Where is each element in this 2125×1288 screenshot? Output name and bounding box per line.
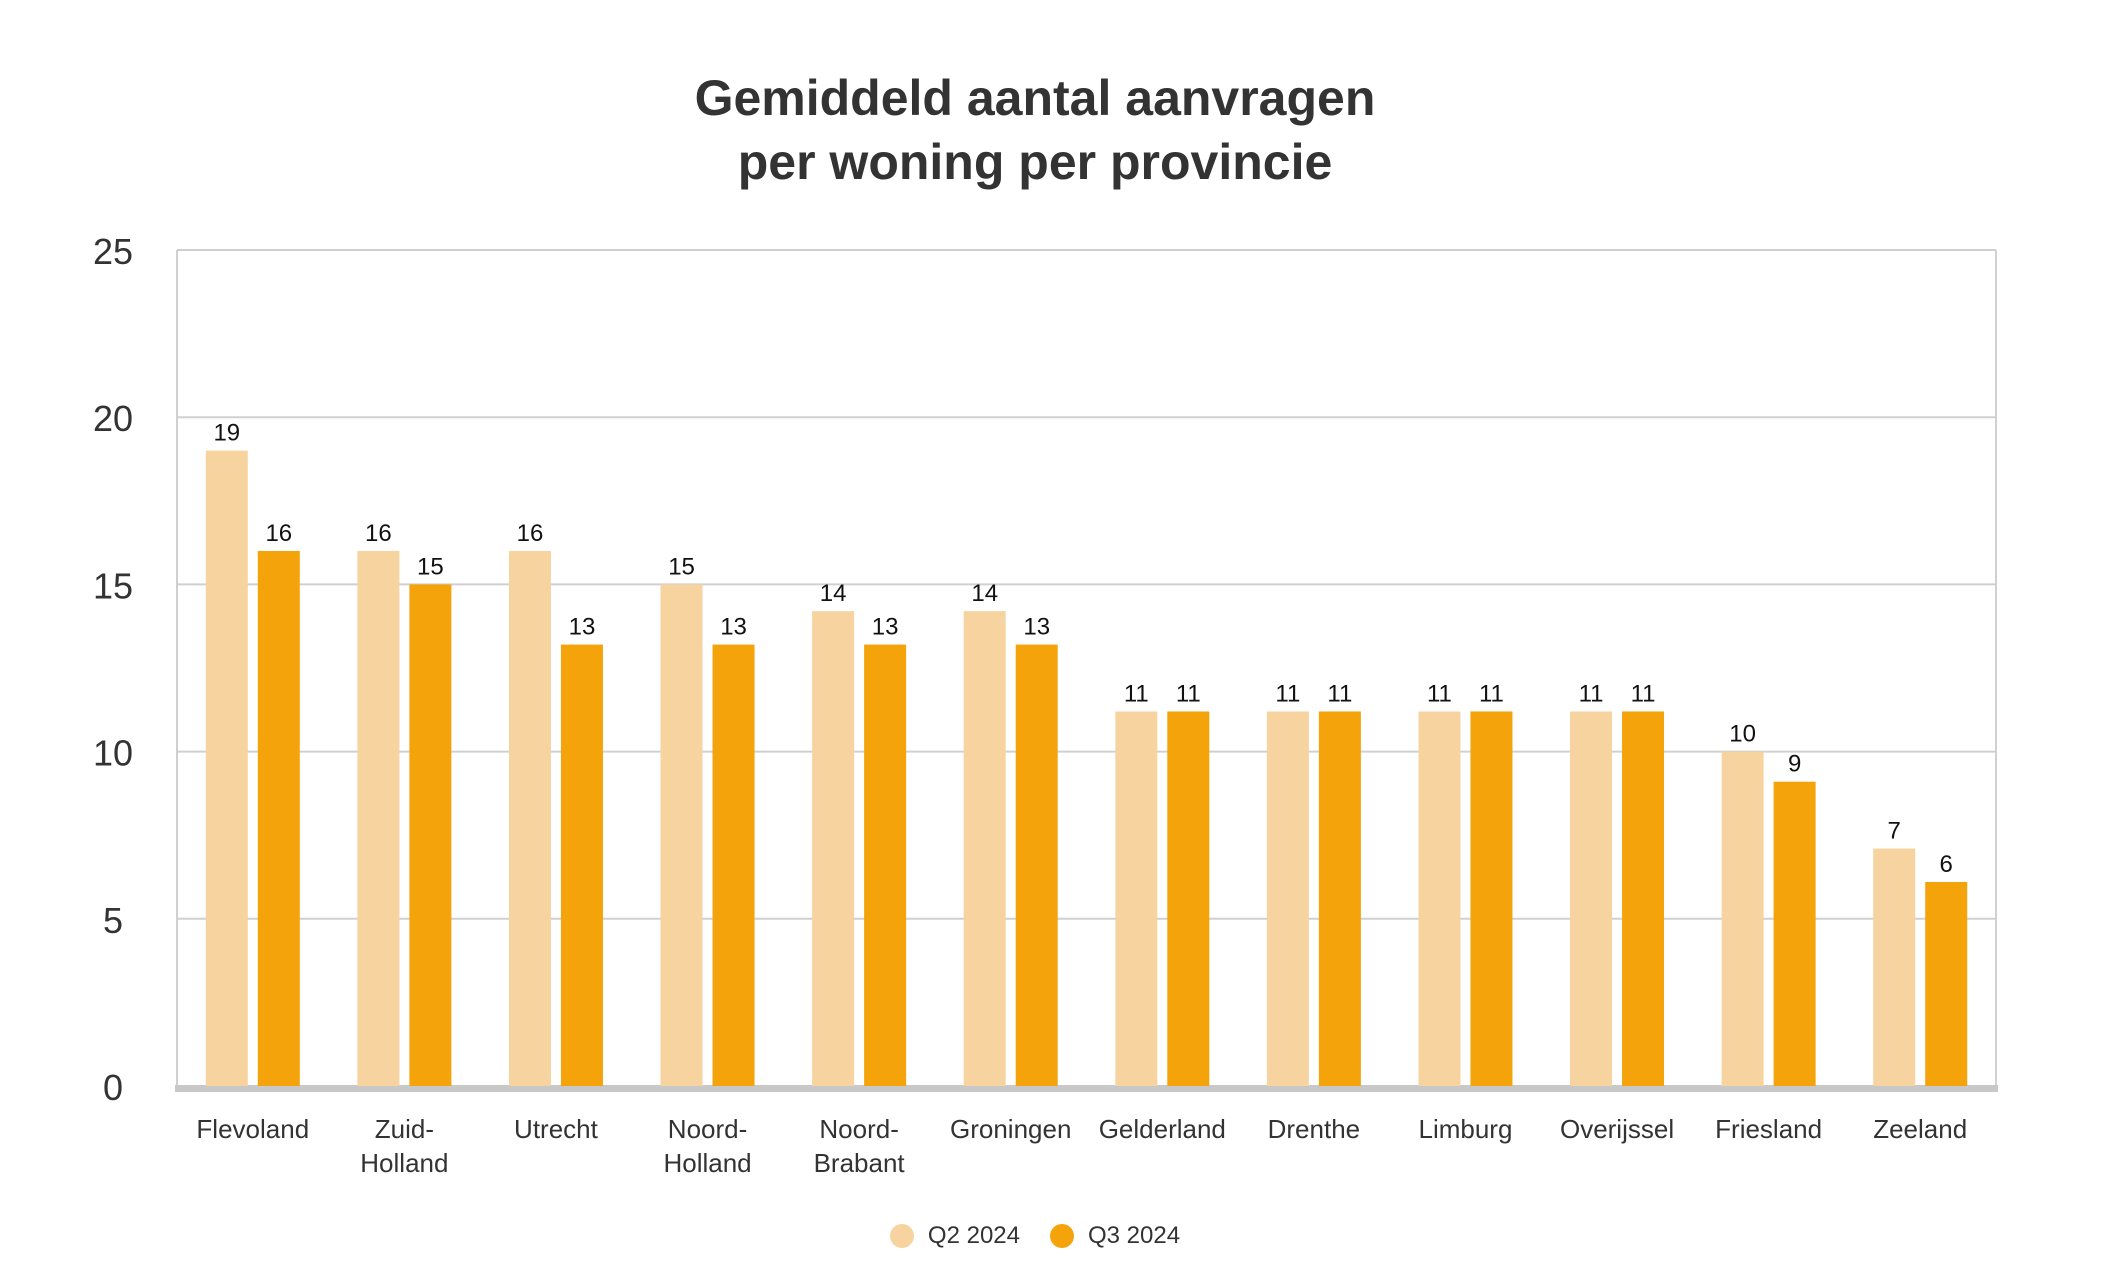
- bar-q2-0: [205, 450, 248, 1086]
- data-label-q3-2: 13: [569, 614, 596, 641]
- bar-q3-1: [409, 584, 452, 1086]
- chart-title-line-2: per woning per provincie: [737, 134, 1333, 190]
- x-tick-label-4-1: Brabant: [814, 1148, 906, 1178]
- data-label-q3-7: 11: [1327, 680, 1352, 707]
- x-tick-label-7-0: Drenthe: [1268, 1114, 1361, 1144]
- data-label-q3-6: 11: [1176, 680, 1201, 707]
- y-tick-label-0: 0: [103, 1067, 123, 1108]
- gridlines: [175, 249, 1998, 1092]
- bar-q2-5: [963, 611, 1006, 1086]
- bar-q2-2: [508, 550, 551, 1086]
- data-label-q2-0: 19: [213, 420, 240, 447]
- x-tick-label-11-0: Zeeland: [1873, 1114, 1967, 1144]
- bar-q3-8: [1470, 711, 1513, 1086]
- bar-q3-0: [257, 550, 300, 1086]
- data-label-q2-10: 10: [1729, 721, 1756, 748]
- x-tick-label-4-0: Noord-: [819, 1114, 898, 1144]
- data-label-q2-8: 11: [1427, 680, 1452, 707]
- bars: [205, 450, 1968, 1086]
- bar-q3-2: [560, 644, 603, 1086]
- data-label-q3-4: 13: [872, 614, 899, 641]
- x-tick-label-3-1: Holland: [663, 1148, 751, 1178]
- data-label-q3-9: 11: [1631, 680, 1656, 707]
- x-axis: Flevoland Zuid- Holland Utrecht Noord- Hollan…: [196, 1114, 1967, 1178]
- bar-q3-3: [712, 644, 755, 1086]
- legend-item-q2[interactable]: Q2 2024: [889, 1222, 1020, 1250]
- data-label-q3-11: 6: [1940, 851, 1953, 878]
- data-label-q2-11: 7: [1888, 818, 1901, 845]
- bar-q2-4: [812, 611, 855, 1086]
- data-label-q2-6: 11: [1124, 680, 1149, 707]
- y-tick-label-20: 20: [93, 398, 133, 439]
- x-tick-label-3-0: Noord-: [668, 1114, 747, 1144]
- legend-label-q3: Q3 2024: [1088, 1222, 1181, 1249]
- legend: Q2 2024 Q3 2024: [0, 1222, 2070, 1250]
- legend-item-q3[interactable]: Q3 2024: [1050, 1222, 1180, 1250]
- y-axis: 0 5 10 15 20 25: [93, 231, 133, 1108]
- data-label-q2-3: 15: [668, 553, 695, 580]
- data-labels: 19 16 16 15 16 13 15 13 14 13 14 13 11 11 11 11 11 11 11 11…: [213, 420, 1952, 878]
- legend-swatch-q3: [1050, 1224, 1074, 1248]
- x-tick-label-1-0: Zuid-: [375, 1114, 434, 1144]
- bar-q2-1: [357, 550, 400, 1086]
- y-tick-label-15: 15: [93, 565, 133, 606]
- x-tick-label-2-0: Utrecht: [514, 1114, 599, 1144]
- x-tick-label-0-0: Flevoland: [196, 1114, 309, 1144]
- bar-q3-11: [1925, 882, 1968, 1086]
- bar-q3-6: [1167, 711, 1210, 1086]
- legend-swatch-q2: [889, 1224, 914, 1248]
- data-label-q2-9: 11: [1579, 680, 1604, 707]
- data-label-q3-1: 15: [417, 553, 444, 580]
- y-tick-label-10: 10: [93, 733, 133, 774]
- data-label-q3-10: 9: [1788, 751, 1801, 778]
- bar-q3-4: [864, 644, 907, 1086]
- x-tick-label-9-0: Overijssel: [1560, 1114, 1674, 1144]
- data-label-q2-4: 14: [820, 580, 847, 607]
- data-label-q2-2: 16: [517, 520, 544, 547]
- y-tick-label-5: 5: [103, 900, 123, 941]
- chart-title-line-1: Gemiddeld aantal aanvragen: [694, 70, 1376, 126]
- bar-q2-8: [1418, 711, 1461, 1086]
- chart-title: Gemiddeld aantal aanvragen per woning pe…: [0, 66, 2070, 194]
- bar-q2-3: [660, 584, 703, 1086]
- data-label-q3-3: 13: [720, 614, 747, 641]
- x-tick-label-1-1: Holland: [360, 1148, 448, 1178]
- bar-q3-10: [1773, 781, 1816, 1086]
- data-label-q2-5: 14: [971, 580, 998, 607]
- bar-q2-11: [1873, 848, 1916, 1086]
- x-tick-label-6-0: Gelderland: [1099, 1114, 1226, 1144]
- data-label-q3-8: 11: [1479, 680, 1504, 707]
- legend-label-q2: Q2 2024: [927, 1222, 1020, 1249]
- bar-q3-5: [1015, 644, 1058, 1086]
- y-tick-label-25: 25: [93, 231, 133, 272]
- bar-q3-9: [1622, 711, 1665, 1086]
- bar-q2-7: [1266, 711, 1309, 1086]
- x-axis-baseline: [175, 1085, 1998, 1092]
- bar-q2-9: [1570, 711, 1613, 1086]
- data-label-q2-7: 11: [1275, 680, 1300, 707]
- x-tick-label-10-0: Friesland: [1715, 1114, 1822, 1144]
- bar-q2-10: [1721, 751, 1764, 1086]
- data-label-q2-1: 16: [365, 520, 392, 547]
- bar-q3-7: [1318, 711, 1361, 1086]
- data-label-q3-5: 13: [1023, 614, 1050, 641]
- data-label-q3-0: 16: [265, 520, 292, 547]
- x-tick-label-5-0: Groningen: [950, 1114, 1071, 1144]
- x-tick-label-8-0: Limburg: [1418, 1114, 1512, 1144]
- bar-q2-6: [1115, 711, 1158, 1086]
